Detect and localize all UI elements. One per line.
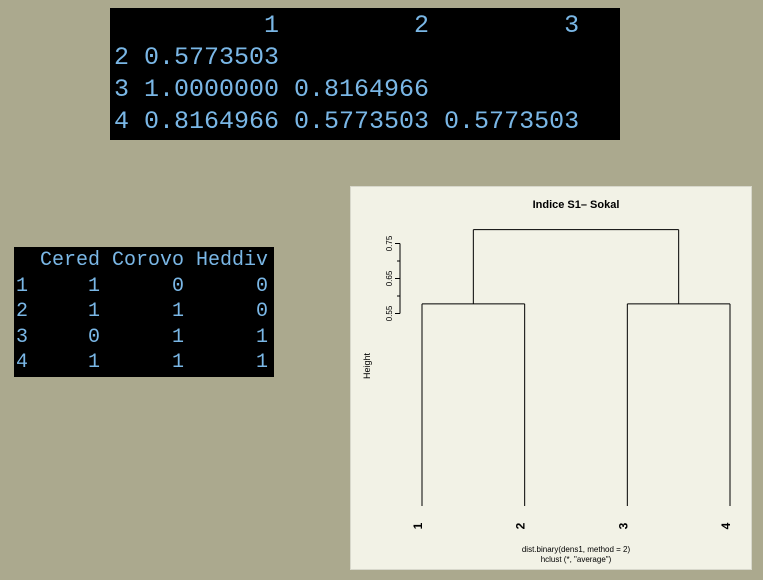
dendrogram-title: Indice S1– Sokal — [533, 199, 620, 211]
y-tick-label: 0.55 — [385, 305, 394, 321]
distance-matrix-output: 1 2 3 2 0.5773503 3 1.0000000 0.8164966 … — [110, 8, 620, 140]
dendro-leaf-label: 1 — [411, 522, 425, 529]
dendrogram-sub1: dist.binary(dens1, method = 2) — [522, 545, 631, 554]
y-tick-label: 0.75 — [385, 235, 394, 251]
y-tick-label: 0.65 — [385, 270, 394, 286]
data-table-output: Cered Corovo Heddiv 1 1 0 0 2 1 1 0 3 0 … — [14, 247, 274, 377]
dendrogram-panel: Indice S1– Sokal 0.55 0.65 0.75 Height 1 2 3 4 di… — [350, 186, 752, 570]
dendrogram-sub2: hclust (*, "average") — [541, 555, 612, 564]
dendrogram-plot: Indice S1– Sokal 0.55 0.65 0.75 Height 1 2 3 4 di… — [350, 186, 752, 570]
dendro-leaf-label: 3 — [616, 522, 630, 529]
y-axis-title: Height — [362, 352, 372, 379]
dendro-leaf-label: 2 — [514, 522, 528, 529]
dendro-leaf-label: 4 — [719, 522, 733, 529]
